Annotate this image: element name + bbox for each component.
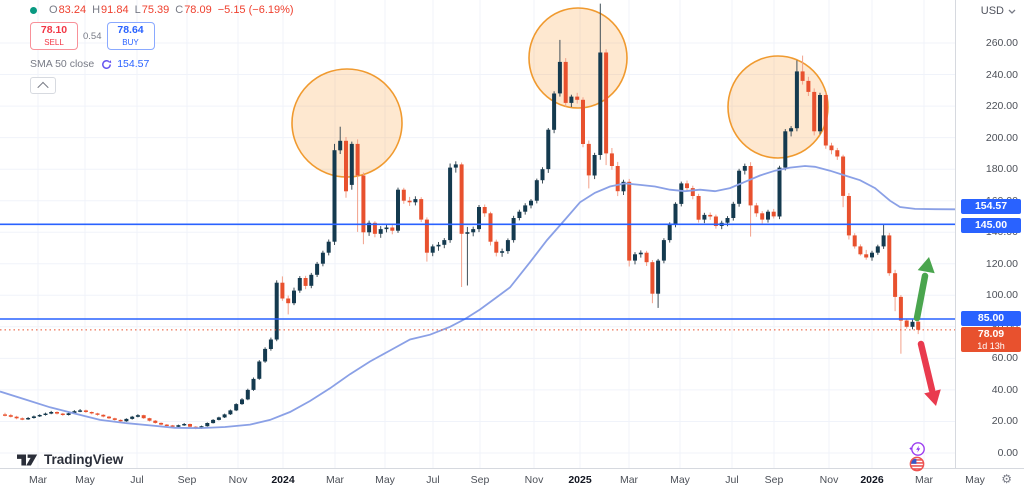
time-tick-label: Mar: [914, 474, 934, 486]
legend-collapse-button[interactable]: [30, 77, 56, 94]
open-label: O: [49, 4, 58, 16]
price-badge: 85.00: [961, 311, 1021, 326]
time-tick-label: Jul: [426, 474, 440, 486]
close-label: C: [175, 4, 184, 16]
price-tick-label: 100.00: [985, 289, 1018, 301]
time-tick-label: Nov: [819, 474, 839, 486]
event-icons: [908, 441, 928, 473]
tradingview-brand-text: TradingView: [44, 452, 124, 467]
sma-50-line[interactable]: [0, 165, 955, 430]
currency-label: USD: [980, 5, 1004, 17]
time-tick-label: May: [75, 474, 95, 486]
time-tick-label: May: [375, 474, 395, 486]
price-tick-label: 180.00: [985, 163, 1018, 175]
up-arrow-head[interactable]: [917, 257, 935, 274]
open-value: 83.24: [58, 4, 87, 16]
low-label: L: [134, 4, 141, 16]
time-tick-label: Nov: [228, 474, 248, 486]
price-tick-label: 220.00: [985, 100, 1018, 112]
high-label: H: [92, 4, 101, 16]
buy-button[interactable]: 78.64 BUY: [106, 22, 155, 50]
price-badge: 145.00: [961, 218, 1021, 233]
time-tick-label: Nov: [524, 474, 544, 486]
sell-price: 78.10: [40, 23, 68, 36]
time-tick-label: Mar: [619, 474, 639, 486]
price-tick-label: 240.00: [985, 69, 1018, 81]
buy-price: 78.64: [117, 23, 144, 36]
currency-dropdown[interactable]: USD: [981, 5, 1016, 17]
chevron-down-icon: [1008, 9, 1016, 14]
time-tick-label: 2026: [860, 474, 884, 486]
spread-value: 0.54: [83, 30, 102, 42]
chart-legend: O 83.24 H 91.84 L 75.39 C 78.09 −5.15 (−…: [30, 2, 294, 94]
time-tick-label: May: [965, 474, 985, 486]
time-tick-label: Jul: [130, 474, 144, 486]
time-tick-label: Mar: [28, 474, 48, 486]
tradingview-logo[interactable]: TradingView: [16, 452, 123, 467]
low-value: 75.39: [141, 4, 170, 16]
indicator-label: SMA 50 close: [30, 58, 95, 70]
high-value: 91.84: [101, 4, 129, 16]
gear-icon[interactable]: ⚙: [1001, 472, 1012, 486]
price-tick-label: 20.00: [991, 415, 1018, 427]
chevron-up-icon: [37, 81, 49, 93]
price-axis[interactable]: USD 0.0020.0040.0060.0080.00100.00120.00…: [955, 0, 1024, 468]
highlight-circle-drawing[interactable]: [528, 7, 628, 109]
price-tick-label: 60.00: [991, 352, 1018, 364]
time-tick-label: Mar: [325, 474, 345, 486]
time-tick-label: May: [670, 474, 690, 486]
us-economic-event-icon[interactable]: [908, 455, 928, 473]
sell-label: SELL: [44, 37, 64, 47]
price-tick-label: 260.00: [985, 37, 1018, 49]
buy-label: BUY: [122, 37, 139, 47]
price-tick-label: 40.00: [991, 384, 1018, 396]
indicator-row[interactable]: SMA 50 close 154.57: [30, 57, 294, 71]
tradingview-logo-icon: [17, 454, 38, 466]
sell-button[interactable]: 78.10 SELL: [30, 22, 78, 50]
change-value: −5.15 (−6.19%): [217, 4, 294, 16]
time-tick-label: Sep: [177, 474, 197, 486]
down-arrow-head[interactable]: [924, 389, 941, 406]
time-tick-label: Jul: [725, 474, 739, 486]
price-badge: 154.57: [961, 199, 1021, 214]
price-tick-label: 0.00: [997, 447, 1018, 459]
price-badge: 78.09 1d 13h: [961, 327, 1021, 352]
price-tick-label: 200.00: [985, 132, 1018, 144]
up-arrow-drawing[interactable]: [913, 272, 929, 322]
loop-icon: [101, 59, 112, 70]
time-tick-label: 2025: [568, 474, 592, 486]
market-status-dot: [30, 6, 37, 14]
time-tick-label: Sep: [470, 474, 490, 486]
ohlc-row: O 83.24 H 91.84 L 75.39 C 78.09 −5.15 (−…: [30, 2, 294, 18]
down-arrow-drawing[interactable]: [917, 340, 936, 394]
time-tick-label: 2024: [271, 474, 295, 486]
time-axis[interactable]: Mar May Jul Sep Nov 2024 Mar May Jul Sep Nov 2025 Ma…: [0, 468, 1024, 490]
indicator-value: 154.57: [117, 58, 150, 70]
time-tick-label: Sep: [764, 474, 784, 486]
earnings-flash-icon[interactable]: [908, 441, 928, 457]
price-chart-canvas[interactable]: [0, 0, 955, 468]
price-tick-label: 120.00: [985, 258, 1018, 270]
close-value: 78.09: [184, 4, 212, 16]
trade-buttons-row: 78.10 SELL 0.54 78.64 BUY: [30, 22, 294, 50]
